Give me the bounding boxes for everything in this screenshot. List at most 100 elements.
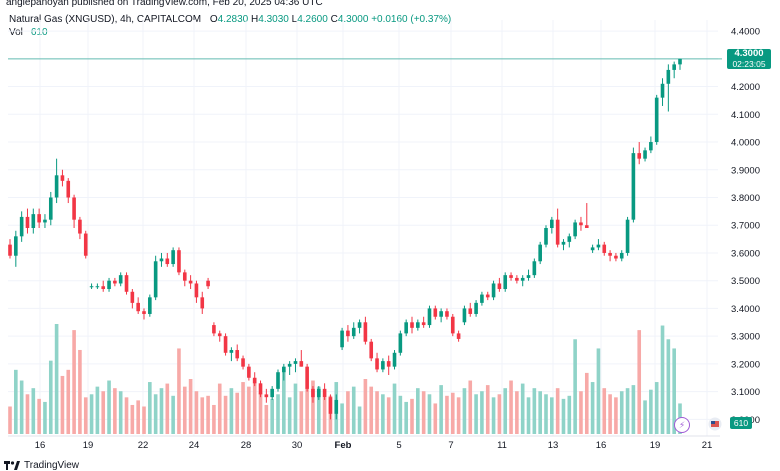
close-label: C — [330, 14, 338, 25]
volume-bar — [614, 397, 618, 434]
volume-bar — [555, 388, 560, 434]
candle-body — [555, 219, 560, 245]
candle-body — [136, 302, 140, 312]
candle-body — [485, 294, 490, 298]
volume-bar — [351, 386, 356, 434]
candle-body — [637, 153, 642, 159]
bar-countdown: 02:23:05 — [732, 59, 766, 69]
x-tick-label: 19 — [83, 440, 94, 451]
candle-body — [480, 294, 484, 303]
candle-body — [171, 250, 175, 265]
candle-body — [602, 244, 607, 253]
candle-body — [66, 180, 71, 198]
y-tick-label: 3.4000 — [731, 304, 760, 315]
candle-body — [340, 330, 344, 348]
symbol-legend: Natural Gas (XNGUSD), 4h, CAPITALCOM O4.… — [9, 12, 451, 27]
volume-bar — [468, 380, 473, 434]
volume-bar — [386, 397, 391, 434]
lightning-icon[interactable]: ⚡ — [674, 417, 690, 433]
candle-body — [398, 333, 403, 353]
volume-bar — [369, 386, 374, 434]
volume-bar — [520, 383, 525, 434]
candle-body — [43, 219, 47, 223]
footer-brand[interactable]: TradingView — [4, 460, 79, 471]
open-value: 4.2830 — [217, 14, 249, 25]
candle-body — [474, 302, 478, 314]
volume-bar — [293, 383, 298, 434]
candle-body — [83, 233, 88, 256]
candle-body — [14, 236, 18, 256]
volume-bar — [177, 348, 181, 434]
y-tick-label: 3.3000 — [731, 332, 760, 343]
volume-bar — [445, 395, 449, 434]
candle-body — [497, 283, 502, 290]
volume-bar — [462, 388, 467, 434]
volume-bar — [235, 392, 240, 434]
volume-bar — [654, 382, 659, 434]
volume-bar — [515, 391, 519, 434]
candle-body — [322, 388, 327, 398]
volume-bar — [625, 388, 630, 434]
x-tick-label: 16 — [596, 440, 607, 451]
candle-body — [614, 255, 618, 259]
candle-body — [369, 341, 374, 359]
volume-bar — [346, 391, 350, 434]
candle-body — [223, 336, 228, 353]
candle-body — [31, 214, 36, 228]
candle-body — [124, 275, 129, 292]
volume-label: Vol — [9, 27, 23, 38]
volume-bar — [252, 379, 257, 434]
candle-body — [299, 361, 304, 367]
publisher-line: angiepanoyan published on TradingView.co… — [6, 0, 323, 8]
candle-body — [8, 244, 12, 256]
candle-body — [625, 219, 630, 253]
candle-body — [410, 322, 414, 328]
volume-bar — [118, 391, 123, 434]
volume-bar — [282, 369, 286, 434]
candle-body — [107, 280, 111, 290]
flag-icon[interactable] — [708, 417, 722, 431]
volume-bar — [532, 388, 537, 434]
candle-body — [468, 308, 473, 314]
volume-bar — [136, 400, 140, 434]
volume-bar — [363, 379, 368, 434]
candle-body — [200, 297, 205, 309]
candle-body — [375, 358, 379, 370]
volume-bar — [188, 379, 193, 434]
volume-bar — [672, 348, 676, 434]
volume-bar — [37, 398, 41, 434]
x-tick-label: 5 — [396, 440, 401, 451]
volume-bar — [83, 397, 88, 434]
candle-body — [433, 308, 438, 317]
volume-bar — [357, 406, 362, 434]
volume-bar — [497, 394, 502, 434]
candle-body — [520, 277, 525, 281]
candle-body — [258, 383, 263, 395]
volume-legend: Vol 610 — [9, 27, 48, 38]
candle-body — [672, 64, 676, 70]
candle-body — [229, 350, 234, 353]
volume-bar — [171, 395, 175, 434]
candle-body — [311, 388, 315, 398]
x-tick-label: 24 — [189, 440, 200, 451]
candle-body — [305, 366, 309, 389]
low-label: L — [291, 14, 298, 25]
candle-body — [526, 275, 531, 278]
volume-bar — [439, 385, 443, 434]
volume-bar — [258, 392, 263, 434]
volume-bar — [660, 325, 665, 434]
volume-bar — [485, 385, 490, 434]
y-tick-label: 3.7000 — [731, 221, 760, 232]
candle-body — [678, 58, 682, 65]
volume-bar — [596, 348, 601, 434]
candle-body — [165, 258, 170, 265]
volume-bar — [200, 397, 205, 434]
volume-bar — [124, 397, 129, 434]
y-tick-label: 3.5000 — [731, 276, 760, 287]
candle-body — [212, 325, 216, 334]
candle-body — [54, 175, 59, 198]
y-tick-label: 3.2000 — [731, 359, 760, 370]
candle-body — [235, 350, 240, 359]
volume-bar — [66, 369, 71, 434]
